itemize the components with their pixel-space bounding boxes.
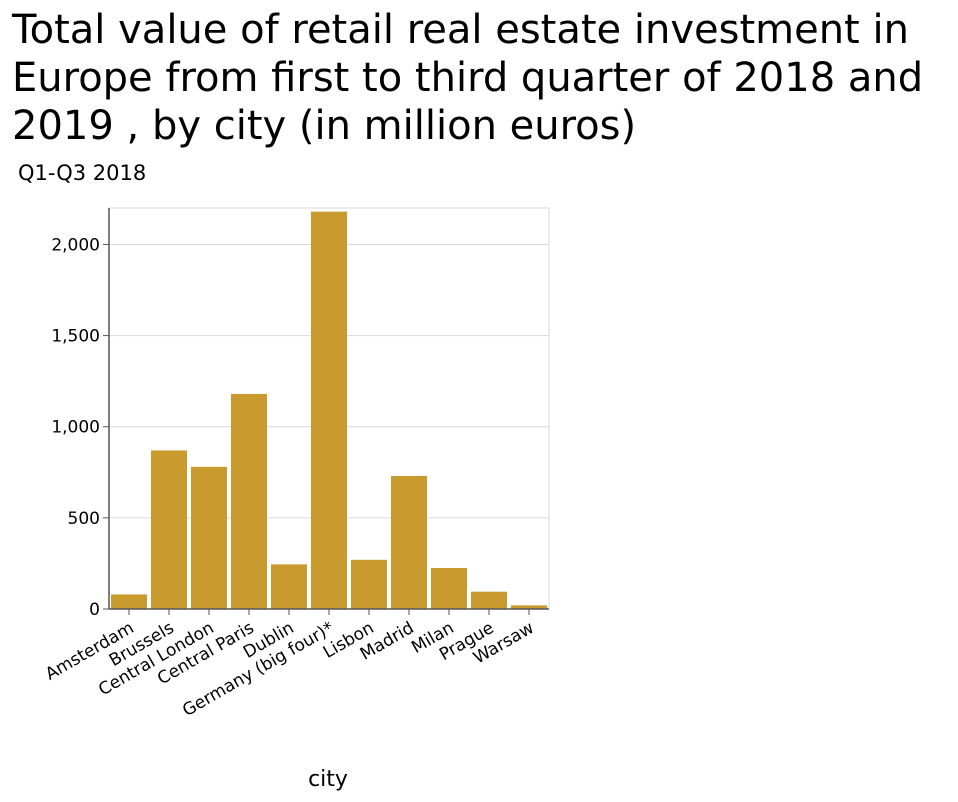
bar (191, 466, 227, 609)
y-tick-labels: 0 500 1,000 1,500 2,000 (51, 235, 100, 620)
axes (103, 208, 549, 615)
bar (311, 211, 347, 610)
bar (271, 564, 307, 609)
x-axis-title: city (308, 767, 348, 792)
bar (351, 559, 387, 609)
bar (151, 450, 187, 609)
y-tick-label: 2,000 (51, 235, 100, 255)
y-tick-label: 500 (68, 509, 100, 529)
bar (391, 475, 427, 609)
bar (111, 594, 147, 609)
y-tick-label: 0 (89, 600, 100, 620)
bar (231, 393, 267, 609)
y-tick-label: 1,500 (51, 327, 100, 347)
bars (111, 211, 547, 610)
y-tick-label: 1,000 (51, 418, 100, 438)
bar (431, 567, 467, 609)
bar (471, 591, 507, 609)
chart-title: Total value of retail real estate invest… (12, 7, 924, 149)
bar (511, 605, 547, 609)
chart-subtitle: Q1-Q3 2018 (18, 161, 146, 185)
